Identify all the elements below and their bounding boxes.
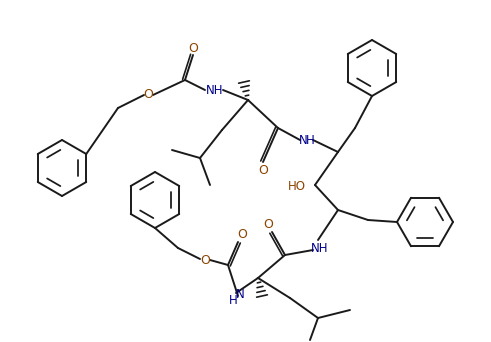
Text: O: O (237, 228, 247, 241)
Text: O: O (188, 41, 198, 54)
Text: NH: NH (206, 83, 224, 96)
Text: HO: HO (288, 181, 306, 194)
Text: H: H (229, 294, 237, 307)
Text: H: H (305, 133, 314, 146)
Text: O: O (263, 219, 273, 232)
Text: O: O (200, 253, 210, 266)
Text: NH: NH (311, 241, 329, 254)
Text: N: N (236, 289, 245, 302)
Text: O: O (143, 89, 153, 102)
Text: O: O (258, 163, 268, 176)
Text: N: N (299, 133, 307, 146)
